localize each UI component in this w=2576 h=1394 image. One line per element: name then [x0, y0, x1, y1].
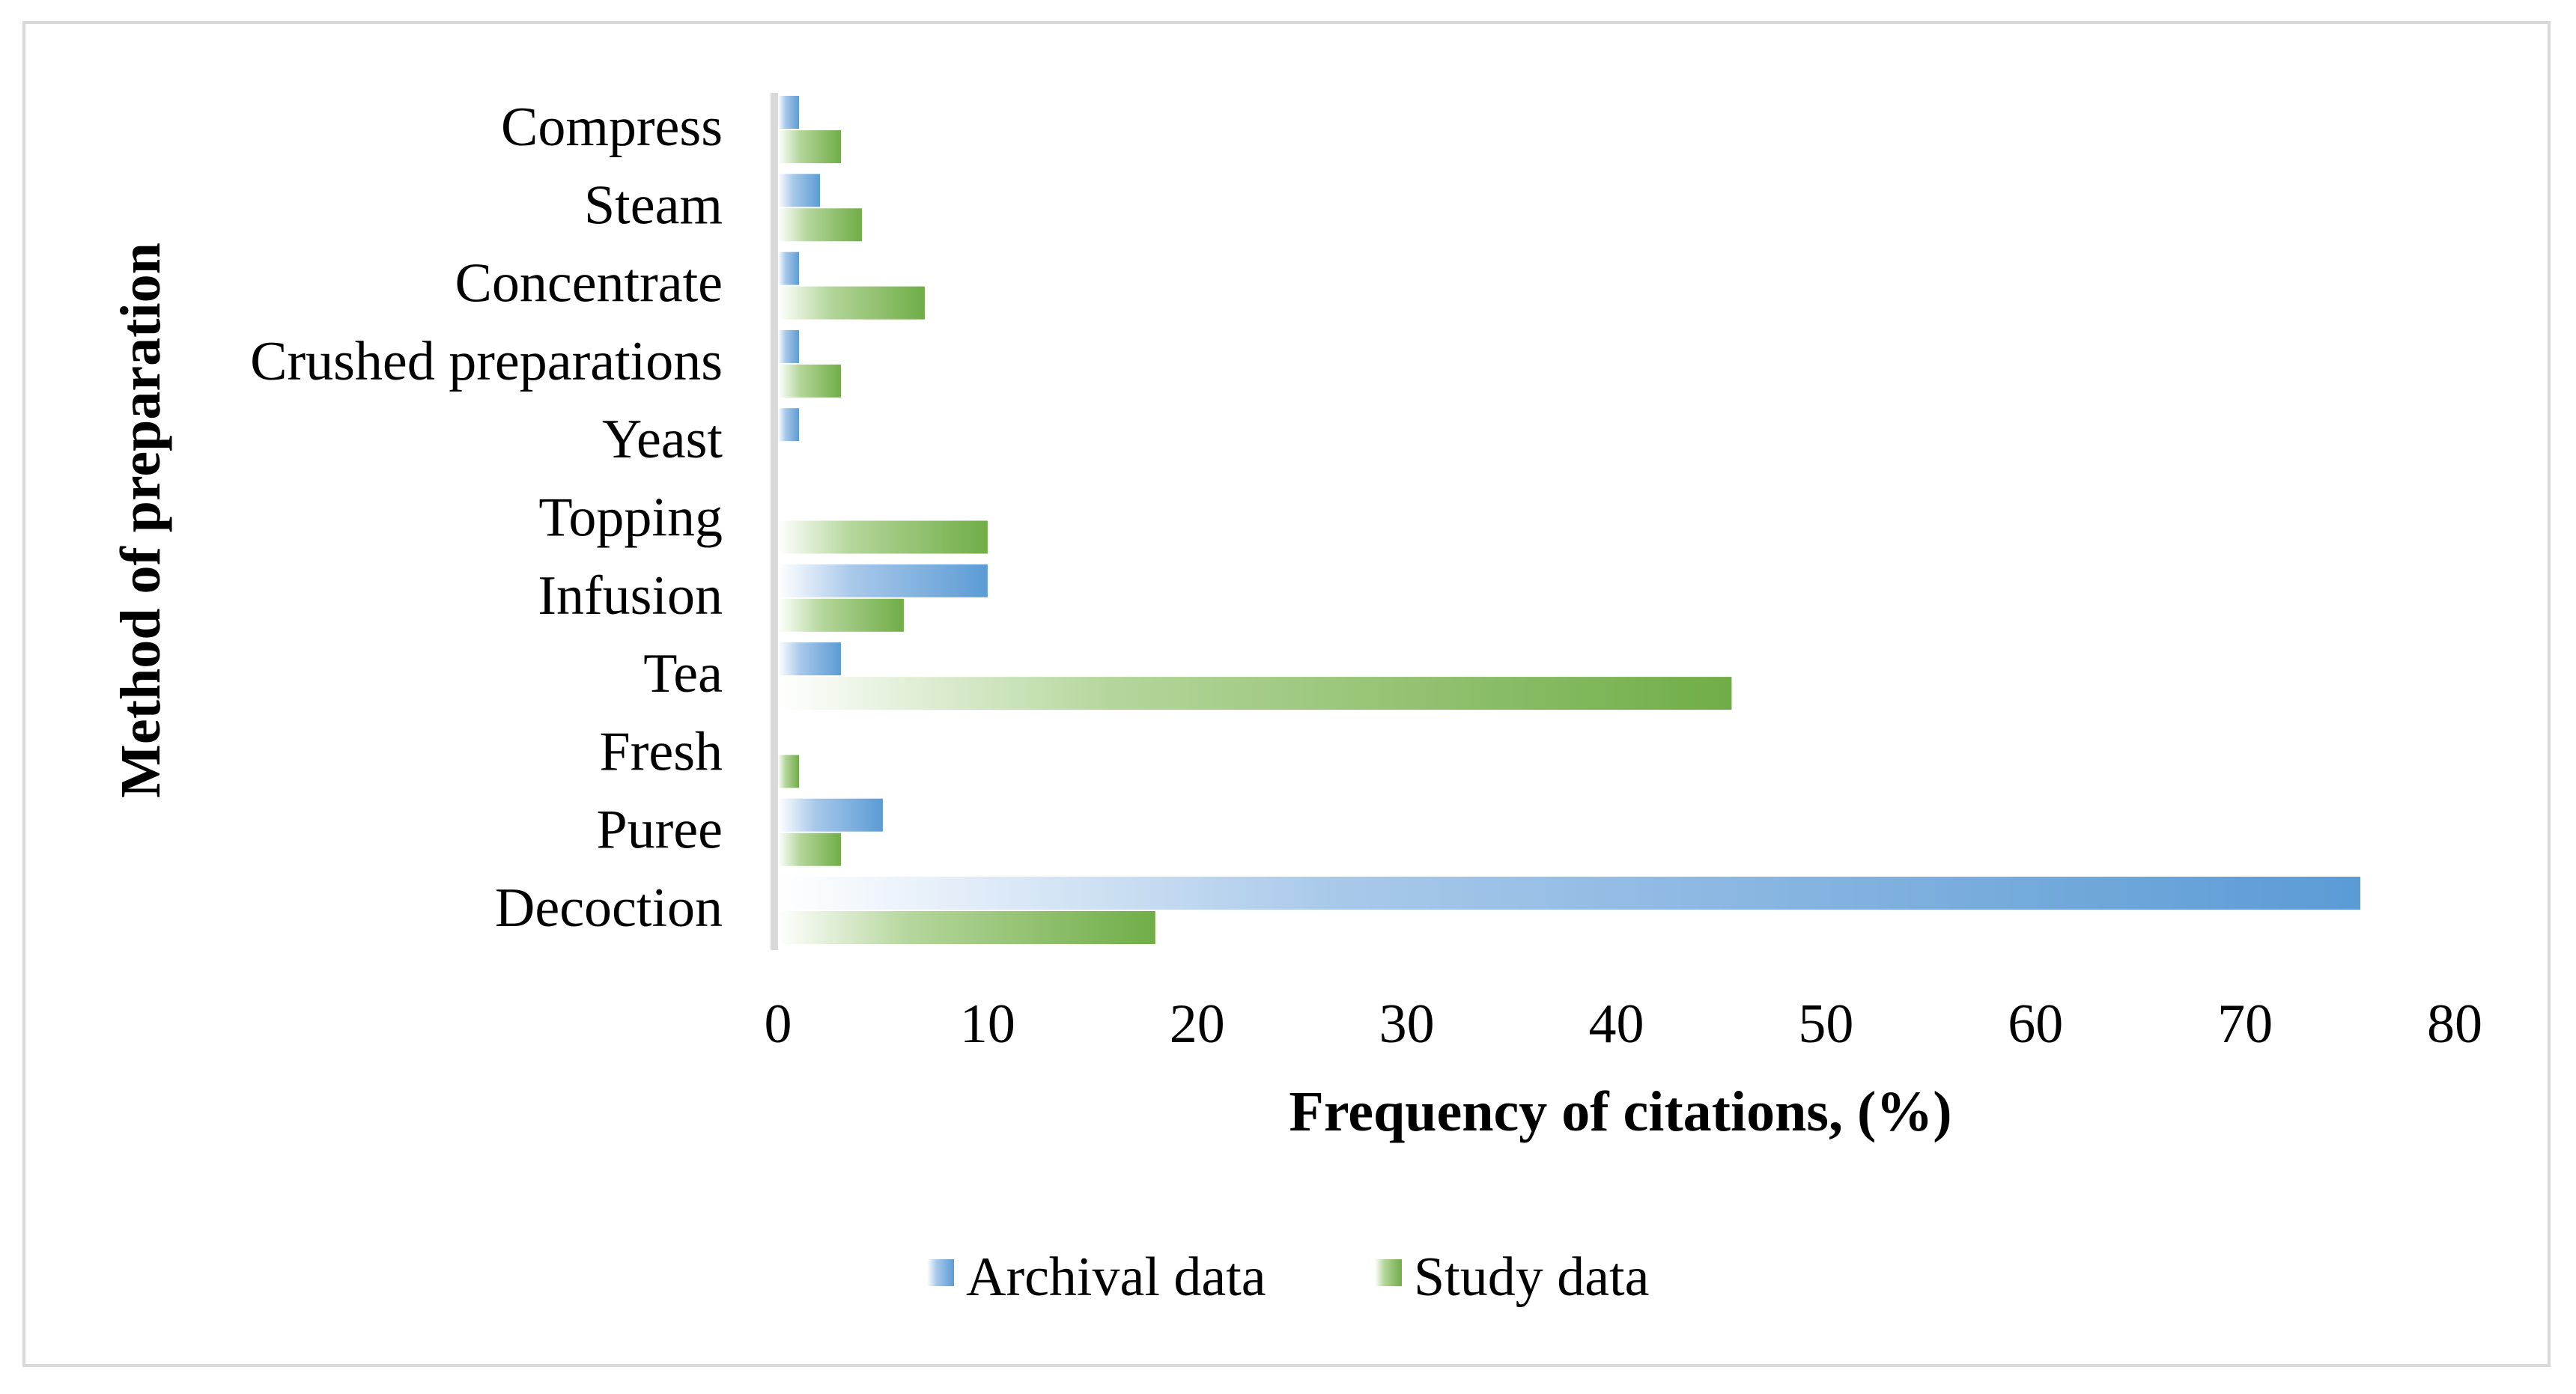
category-label-tea: Tea — [643, 643, 723, 704]
bar-archival-puree — [778, 798, 883, 832]
category-label-fresh: Fresh — [600, 721, 723, 782]
x-axis-title: Frequency of citations, (%) — [1289, 1080, 1951, 1143]
x-tick-30: 30 — [1379, 993, 1435, 1055]
bar-study-compress — [778, 130, 841, 163]
bar-study-crushed-preparations — [778, 364, 841, 398]
category-label-puree: Puree — [597, 800, 723, 861]
bar-archival-yeast — [778, 408, 799, 442]
x-tick-70: 70 — [2217, 993, 2273, 1055]
x-tick-40: 40 — [1589, 993, 1644, 1055]
bars-group — [778, 96, 2361, 944]
category-labels: Compress Steam Concentrate Crushed preparat… — [250, 97, 723, 939]
bar-archival-tea — [778, 642, 841, 676]
x-tick-10: 10 — [960, 993, 1015, 1055]
legend: Archival data Study data — [927, 1247, 1649, 1308]
bar-study-decoction — [778, 911, 1155, 944]
x-tick-60: 60 — [2008, 993, 2063, 1055]
category-label-steam: Steam — [584, 174, 723, 236]
legend-label-archival: Archival data — [966, 1247, 1266, 1308]
bar-study-puree — [778, 833, 841, 866]
x-tick-0: 0 — [765, 993, 792, 1055]
bar-archival-concentrate — [778, 252, 799, 285]
category-label-decoction: Decoction — [495, 877, 723, 939]
category-label-crushed-preparations: Crushed preparations — [250, 331, 723, 392]
bar-archival-crushed-preparations — [778, 329, 799, 363]
bar-study-topping — [778, 520, 988, 554]
bar-study-infusion — [778, 598, 904, 632]
bar-archival-compress — [778, 96, 799, 129]
category-label-infusion: Infusion — [538, 565, 723, 627]
bar-study-concentrate — [778, 286, 925, 320]
y-axis-line — [771, 93, 778, 950]
legend-swatch-archival — [927, 1259, 954, 1286]
category-label-topping: Topping — [538, 487, 723, 549]
bar-study-tea — [778, 677, 1732, 710]
bar-archival-steam — [778, 174, 820, 207]
bar-archival-infusion — [778, 564, 988, 597]
category-label-compress: Compress — [501, 97, 723, 158]
bar-study-fresh — [778, 755, 799, 788]
category-label-concentrate: Concentrate — [455, 253, 723, 314]
legend-label-study: Study data — [1414, 1247, 1649, 1308]
category-label-yeast: Yeast — [602, 409, 723, 470]
legend-swatch-study — [1375, 1259, 1402, 1286]
x-tick-labels: 0 10 20 30 40 50 60 70 80 — [765, 993, 2483, 1055]
x-tick-50: 50 — [1798, 993, 1853, 1055]
x-tick-20: 20 — [1170, 993, 1225, 1055]
bar-study-steam — [778, 208, 862, 242]
bar-archival-decoction — [778, 877, 2361, 910]
y-axis-title: Method of preparation — [109, 243, 172, 798]
x-tick-80: 80 — [2427, 993, 2482, 1055]
